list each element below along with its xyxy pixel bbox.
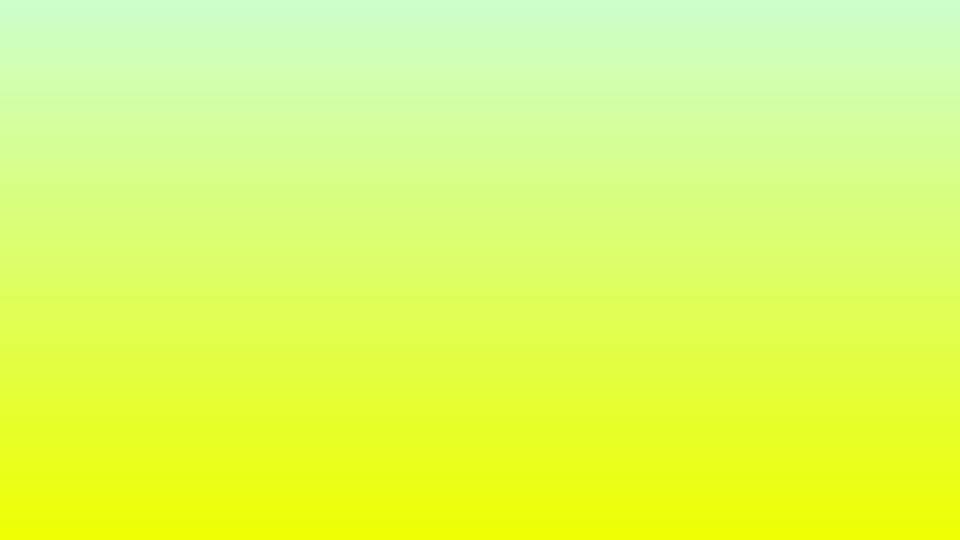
Text: Metabolic Rate: Metabolic Rate bbox=[129, 27, 831, 119]
Text: •Measured in kilocalories: •Measured in kilocalories bbox=[10, 286, 767, 338]
Text: •Heat loss per unit time: •Heat loss per unit time bbox=[53, 497, 618, 539]
Text: •Amount of energy an organism uses per
  unit of time: •Amount of energy an organism uses per u… bbox=[10, 151, 960, 272]
Text: •Amount of oxygen used in cellular respiration: •Amount of oxygen used in cellular respi… bbox=[53, 435, 960, 477]
Text: •Determined by:: •Determined by: bbox=[10, 367, 505, 419]
